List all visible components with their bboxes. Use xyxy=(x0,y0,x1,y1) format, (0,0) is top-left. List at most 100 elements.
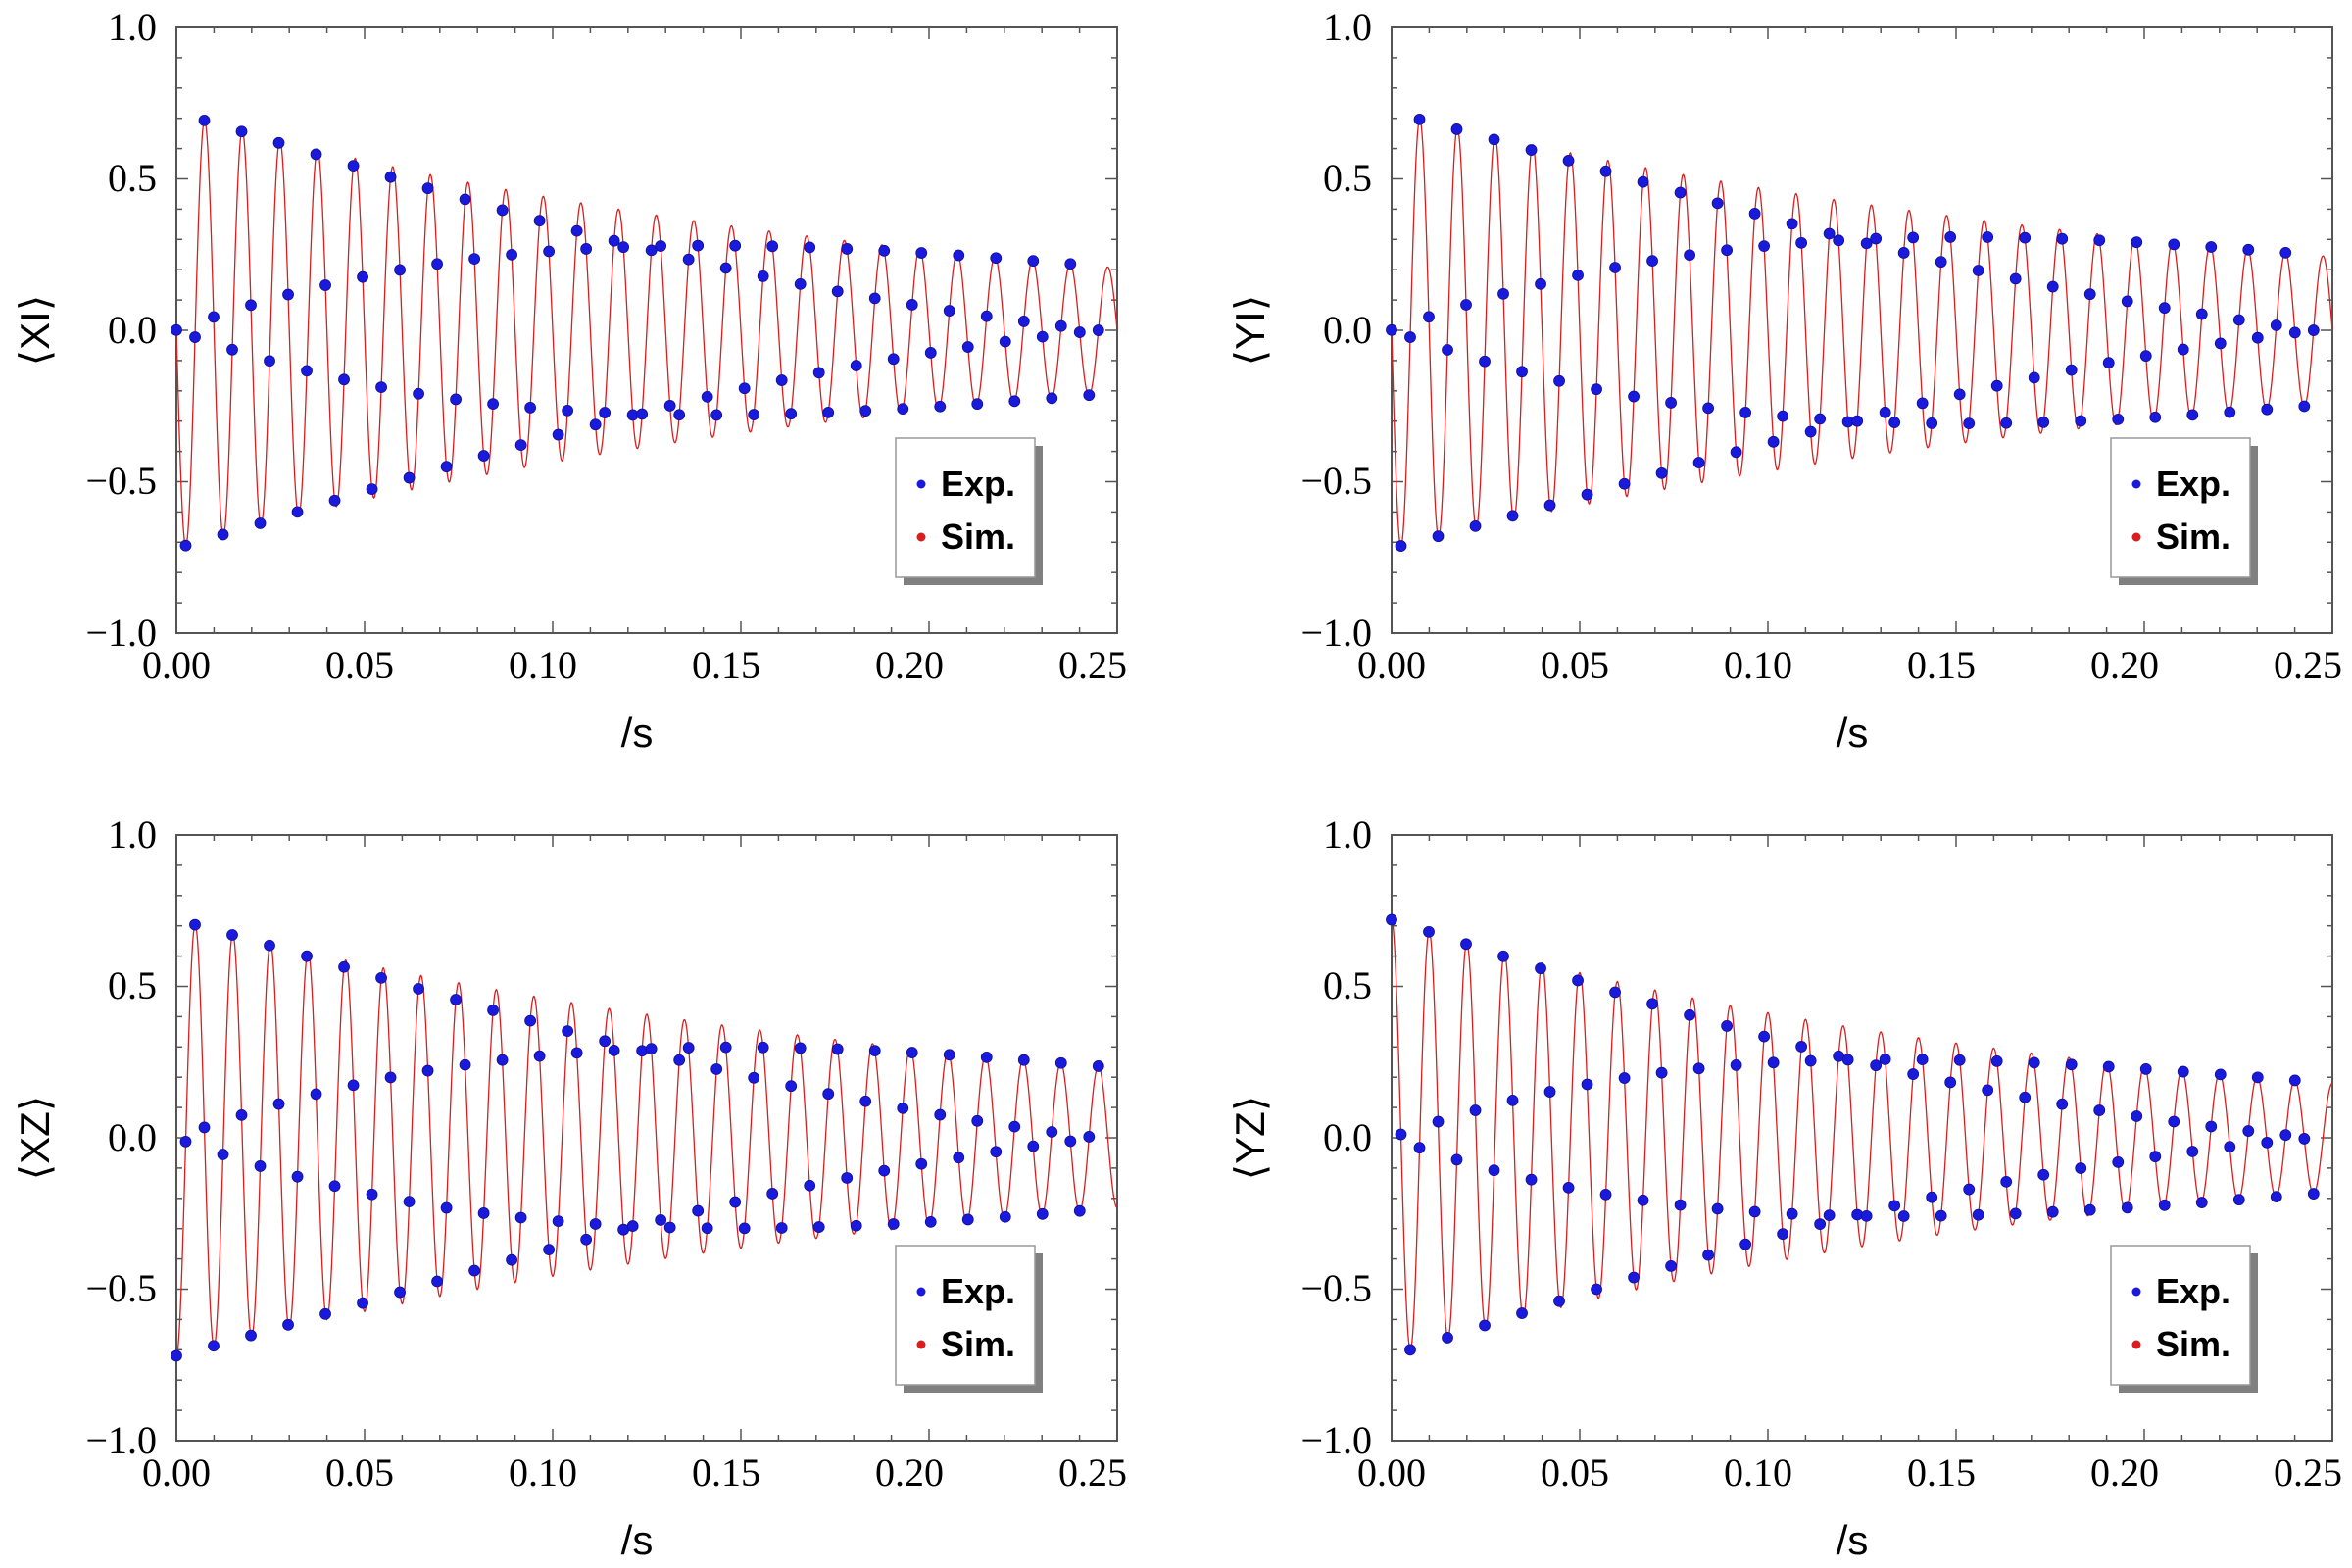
exp-point xyxy=(1516,366,1528,378)
x-tick-label: 0.15 xyxy=(692,1450,760,1494)
legend-exp-label: Exp. xyxy=(2156,464,2230,504)
exp-point xyxy=(1972,1208,1984,1221)
exp-point xyxy=(1758,1030,1771,1043)
exp-point xyxy=(1423,311,1435,323)
exp-point xyxy=(2065,1058,2078,1071)
exp-point xyxy=(2131,236,2143,249)
exp-point xyxy=(533,1050,546,1062)
exp-point xyxy=(1618,1072,1631,1084)
exp-point xyxy=(254,517,267,529)
y-tick-label: 1.0 xyxy=(1323,5,1372,49)
exp-point xyxy=(357,1297,368,1309)
exp-point xyxy=(1442,344,1453,356)
exp-point xyxy=(1870,232,1883,245)
y-tick-label: −0.5 xyxy=(85,1266,157,1310)
exp-point xyxy=(1721,1020,1734,1032)
ticks xyxy=(1391,26,2333,634)
exp-point xyxy=(1795,236,1808,249)
exp-point xyxy=(1944,1076,1957,1089)
exp-point xyxy=(440,461,453,473)
exp-point xyxy=(217,1149,229,1160)
exp-point xyxy=(655,1214,667,1226)
exp-point xyxy=(291,506,304,518)
exp-point xyxy=(1386,323,1397,336)
exp-series xyxy=(171,918,1104,1362)
exp-point xyxy=(291,1170,304,1183)
exp-point xyxy=(999,335,1011,348)
exp-point xyxy=(1665,397,1677,409)
exp-point xyxy=(1046,392,1058,405)
exp-point xyxy=(2112,413,2125,425)
exp-point xyxy=(179,539,192,552)
exp-point xyxy=(2186,409,2199,421)
exp-point xyxy=(2205,1120,2218,1133)
exp-point xyxy=(413,387,424,400)
exp-point xyxy=(1591,1283,1602,1296)
exp-point xyxy=(2037,416,2050,428)
exp-point xyxy=(366,1188,378,1200)
exp-point xyxy=(868,1045,881,1056)
exp-point xyxy=(1413,113,1426,125)
exp-point xyxy=(1637,175,1649,188)
x-tick-label: 0.20 xyxy=(875,643,944,687)
exp-point xyxy=(1581,1078,1593,1091)
y-tick-label: 0.5 xyxy=(1323,963,1372,1007)
y-tick-label: 0.5 xyxy=(108,156,157,200)
x-tick-label: 0.25 xyxy=(2274,1450,2342,1494)
exp-point xyxy=(2214,337,2227,350)
exp-point xyxy=(2102,357,2115,369)
exp-point xyxy=(1944,231,1957,243)
x-tick-label: 0.05 xyxy=(1541,1450,1609,1494)
y-tick-label: 0.5 xyxy=(108,963,157,1007)
exp-point xyxy=(961,1213,974,1226)
exp-point xyxy=(822,406,835,418)
exp-point xyxy=(1655,1066,1668,1079)
y-tick-label: −0.5 xyxy=(85,459,157,503)
x-tick-label: 0.10 xyxy=(509,643,577,687)
exp-point xyxy=(1488,1164,1500,1177)
exp-point xyxy=(636,408,649,420)
exp-point xyxy=(2121,1201,2133,1214)
exp-point xyxy=(655,240,667,252)
exp-point xyxy=(282,288,294,301)
exp-point xyxy=(2121,295,2133,308)
legend-sim-label: Sim. xyxy=(941,1324,1015,1364)
exp-point xyxy=(366,483,378,495)
x-tick-label: 0.10 xyxy=(509,1450,577,1494)
exp-point xyxy=(608,234,620,247)
exp-point xyxy=(431,258,443,270)
exp-point xyxy=(552,1215,564,1228)
exp-point xyxy=(804,241,816,254)
exp-point xyxy=(1017,316,1030,327)
exp-point xyxy=(562,404,574,416)
exp-point xyxy=(599,407,612,418)
exp-point xyxy=(794,1042,807,1054)
exp-point xyxy=(1897,247,1910,259)
exp-point xyxy=(1404,1344,1416,1356)
exp-point xyxy=(2149,1151,2162,1163)
exp-point xyxy=(1469,519,1482,532)
exp-point xyxy=(1073,326,1086,338)
legend-box xyxy=(2110,437,2251,578)
exp-point xyxy=(729,1196,742,1208)
exp-point xyxy=(171,1349,182,1362)
sim-line xyxy=(175,923,1118,1356)
x-tick-label: 0.20 xyxy=(2090,643,2159,687)
exp-point xyxy=(934,400,947,413)
exp-point xyxy=(1036,330,1049,343)
legend-exp-marker xyxy=(916,1287,926,1297)
exp-point xyxy=(2298,1133,2311,1145)
y-tick-label: −1.0 xyxy=(85,611,157,655)
sim-line xyxy=(1391,919,2333,1351)
ticks xyxy=(175,834,1118,1442)
exp-point xyxy=(1027,1140,1040,1152)
x-tick-label: 0.10 xyxy=(1724,643,1792,687)
exp-point xyxy=(1860,1209,1873,1222)
exp-point xyxy=(1953,388,1966,401)
legend-sim-label: Sim. xyxy=(2156,516,2230,557)
exp-point xyxy=(980,1051,993,1063)
y-tick-label: 1.0 xyxy=(108,5,157,49)
exp-point xyxy=(1711,197,1724,210)
y-tick-label: 0.0 xyxy=(1323,1115,1372,1159)
exp-point xyxy=(999,1210,1011,1223)
